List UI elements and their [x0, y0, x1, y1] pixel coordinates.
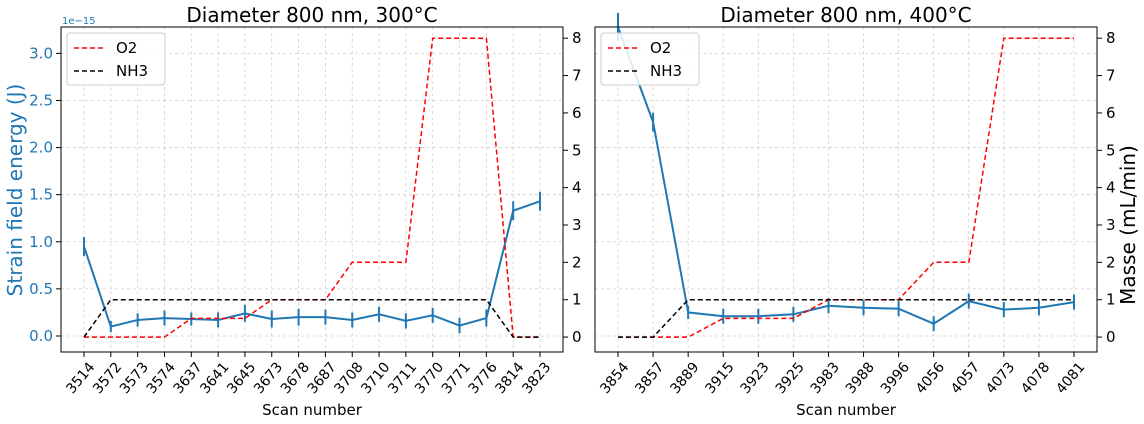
left-chart-xtick-label: 3708: [331, 359, 366, 397]
left-chart-y2tick-label: 0: [572, 328, 582, 346]
right-chart-xtick-label: 3996: [878, 359, 913, 397]
right-chart-xtick-label: 4073: [983, 359, 1018, 397]
left-chart-xtick-label: 3641: [197, 359, 232, 397]
left-chart-xtick-label: 3673: [251, 359, 286, 397]
left-chart-y2tick-label: 2: [572, 253, 582, 271]
left-chart-xtick-label: 3572: [90, 359, 125, 397]
left-chart-ytick-label: 0.0: [29, 327, 53, 345]
right-chart-xtick-label: 4056: [913, 359, 948, 397]
right-chart-title: Diameter 800 nm, 400°C: [720, 3, 971, 27]
left-chart-y2tick-label: 7: [572, 67, 582, 85]
left-chart-xtick-label: 3771: [439, 359, 474, 397]
left-chart-ytick-label: 3.0: [29, 44, 53, 62]
right-chart-legend-o2-label: O2: [650, 39, 671, 57]
left-chart-ylabel: Strain field energy (J): [3, 84, 27, 297]
left-chart-title: Diameter 800 nm, 300°C: [186, 3, 437, 27]
right-chart-y2tick-label: 8: [1106, 29, 1116, 47]
right-chart-y2tick-label: 4: [1106, 179, 1116, 197]
left-chart-y2tick-label: 8: [572, 29, 582, 47]
left-chart-y2tick-label: 5: [572, 141, 582, 159]
left-chart-xtick-label: 3574: [144, 359, 179, 397]
right-chart-xtick-label: 4057: [948, 359, 983, 397]
right-chart: Diameter 800 nm, 400°C Masse (mL/min) Sc…: [594, 3, 1140, 419]
right-chart-xtick-label: 3983: [808, 359, 843, 397]
left-chart-ytick-label: 0.5: [29, 280, 53, 298]
right-chart-y2tick-label: 7: [1106, 67, 1116, 85]
left-chart-y2tick-label: 6: [572, 104, 582, 122]
left-chart-xlabel: Scan number: [262, 401, 363, 419]
left-chart-xtick-label: 3770: [412, 359, 447, 397]
left-chart-xtick-label: 3687: [305, 359, 340, 397]
right-chart-xlabel: Scan number: [796, 401, 897, 419]
left-chart-series-strain-line: [83, 200, 541, 328]
right-chart-y2tick-label: 5: [1106, 141, 1116, 159]
right-chart-series-nh3-line: [618, 298, 1074, 338]
left-chart-ytick-label: 2.5: [29, 91, 53, 109]
left-chart-y2tick-label: 1: [572, 291, 582, 309]
left-chart-series-o2-line: [84, 37, 540, 338]
right-chart-xtick-label: 3854: [597, 359, 632, 397]
right-chart-xtick-label: 4081: [1053, 359, 1088, 397]
right-chart-series-o2-line: [618, 37, 1074, 338]
left-chart-xtick-label: 3823: [519, 359, 554, 397]
left-chart-xtick-label: 3776: [466, 359, 501, 397]
right-chart-xtick-label: 3857: [632, 359, 667, 397]
right-chart-y2tick-label: 0: [1106, 328, 1116, 346]
left-chart-ytick-label: 2.0: [29, 139, 53, 157]
right-chart-legend-nh3-label: NH3: [650, 62, 682, 80]
right-chart-xtick-label: 3988: [843, 359, 878, 397]
right-chart-series-strain-line: [617, 26, 1075, 325]
right-chart-xtick-label: 3925: [773, 359, 808, 397]
right-chart-y2tick-label: 1: [1106, 291, 1116, 309]
left-chart-legend-box: [66, 32, 166, 86]
right-chart-xtick-label: 3915: [702, 359, 737, 397]
left-chart-legend-o2-label: O2: [116, 39, 137, 57]
left-chart: Diameter 800 nm, 300°C 1e−15 Strain fiel…: [3, 3, 582, 419]
left-chart-xtick-label: 3573: [117, 359, 152, 397]
left-chart-legend: O2 NH3: [66, 32, 166, 86]
left-chart-plot-area: [60, 26, 564, 353]
left-chart-y2tick-label: 3: [572, 216, 582, 234]
left-chart-xtick-label: 3711: [385, 359, 420, 397]
left-chart-xtick-label: 3710: [358, 359, 393, 397]
right-chart-y2tick-label: 2: [1106, 253, 1116, 271]
left-chart-y2tick-label: 4: [572, 179, 582, 197]
left-chart-ytick-label: 1.0: [29, 233, 53, 251]
left-chart-xtick-label: 3637: [171, 359, 206, 397]
right-chart-y2tick-label: 6: [1106, 104, 1116, 122]
right-chart-y2tick-label: 3: [1106, 216, 1116, 234]
right-chart-ylabel: Masse (mL/min): [1116, 145, 1140, 305]
right-chart-xtick-label: 4078: [1018, 359, 1053, 397]
right-chart-xtick-label: 3889: [667, 359, 702, 397]
right-chart-legend-box: [600, 32, 700, 86]
left-chart-offset-label: 1e−15: [62, 16, 96, 27]
right-chart-xtick-label: 3923: [738, 359, 773, 397]
left-chart-xtick-label: 3514: [63, 359, 98, 397]
left-chart-xtick-label: 3678: [278, 359, 313, 397]
right-chart-legend: O2 NH3: [600, 32, 700, 86]
left-chart-xtick-label: 3645: [224, 359, 259, 397]
left-chart-xtick-label: 3814: [492, 359, 527, 397]
left-chart-legend-nh3-label: NH3: [116, 62, 148, 80]
right-chart-plot-area: [594, 26, 1098, 353]
left-chart-ytick-label: 1.5: [29, 186, 53, 204]
